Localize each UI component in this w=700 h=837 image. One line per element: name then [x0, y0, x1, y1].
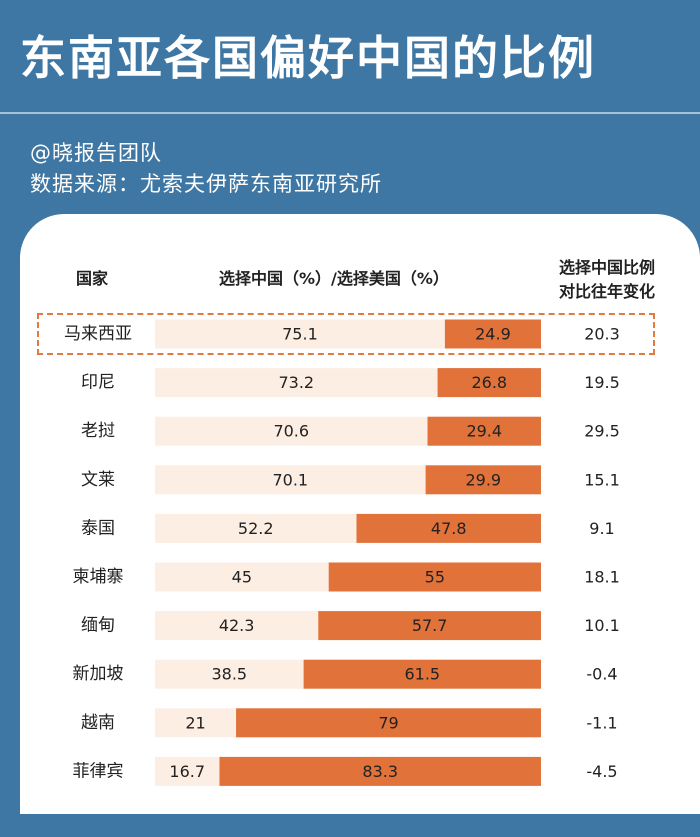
country-label: 印尼	[81, 373, 115, 393]
bar-china	[155, 659, 304, 689]
bar-china	[155, 708, 237, 738]
usa-value-label: 61.5	[404, 665, 440, 684]
change-value-label: 20.3	[584, 325, 620, 344]
usa-value-label: 26.8	[471, 373, 507, 392]
bar-usa	[425, 465, 541, 495]
bar-usa	[444, 319, 541, 349]
country-label: 泰国	[81, 518, 115, 538]
change-value-label: -1.1	[586, 713, 617, 732]
change-value-label: 18.1	[584, 568, 620, 587]
change-value-label: 10.1	[584, 616, 620, 635]
china-value-label: 38.5	[211, 665, 247, 684]
bar-china	[155, 319, 445, 349]
bar-usa	[427, 416, 541, 446]
bar-usa	[219, 756, 541, 786]
country-label: 文莱	[81, 470, 115, 490]
china-value-label: 52.2	[238, 519, 274, 538]
country-label: 柬埔寨	[73, 567, 124, 587]
country-label: 新加坡	[73, 664, 124, 684]
bar-usa	[328, 562, 541, 592]
change-value-label: -4.5	[586, 762, 617, 781]
bar-usa	[303, 659, 541, 689]
usa-value-label: 55	[425, 568, 445, 587]
china-value-label: 42.3	[219, 616, 255, 635]
bar-usa	[318, 611, 541, 641]
page-title: 东南亚各国偏好中国的比例	[20, 31, 596, 85]
bar-china	[155, 611, 319, 641]
country-label: 老挝	[81, 421, 115, 441]
source-label: 数据来源：尤索夫伊萨东南亚研究所	[30, 172, 382, 196]
country-label: 缅甸	[81, 616, 115, 636]
column-header-ratio: 选择中国（%）/选择美国（%）	[219, 269, 449, 288]
author-label: @晓报告团队	[30, 141, 162, 165]
china-value-label: 16.7	[169, 762, 205, 781]
column-header-change-line1: 选择中国比例	[558, 258, 655, 277]
column-header-country: 国家	[76, 269, 109, 288]
china-value-label: 45	[232, 568, 252, 587]
usa-value-label: 29.9	[465, 470, 501, 489]
china-value-label: 75.1	[282, 325, 318, 344]
china-value-label: 21	[185, 713, 205, 732]
bar-china	[155, 465, 426, 495]
country-label: 越南	[81, 713, 115, 733]
usa-value-label: 57.7	[412, 616, 448, 635]
usa-value-label: 24.9	[475, 325, 511, 344]
bar-china	[155, 756, 220, 786]
country-label: 菲律宾	[73, 761, 124, 781]
usa-value-label: 47.8	[431, 519, 467, 538]
china-value-label: 70.6	[273, 422, 309, 441]
change-value-label: 29.5	[584, 422, 620, 441]
highlight-box	[37, 313, 655, 355]
change-value-label: 19.5	[584, 373, 620, 392]
change-value-label: 9.1	[589, 519, 614, 538]
bar-china	[155, 513, 357, 543]
bar-usa	[356, 513, 541, 543]
bar-china	[155, 368, 438, 398]
title-divider	[0, 112, 700, 114]
change-value-label: -0.4	[586, 665, 617, 684]
usa-value-label: 79	[378, 713, 398, 732]
bar-china	[155, 416, 428, 446]
usa-value-label: 29.4	[466, 422, 502, 441]
change-value-label: 15.1	[584, 470, 620, 489]
bar-usa	[437, 368, 541, 398]
bar-china	[155, 562, 329, 592]
china-value-label: 73.2	[278, 373, 314, 392]
bar-usa	[236, 708, 541, 738]
country-label: 马来西亚	[64, 324, 132, 344]
column-header-change-line2: 对比往年变化	[558, 282, 655, 301]
column-header-change: 选择中国比例 对比往年变化	[532, 256, 682, 304]
usa-value-label: 83.3	[362, 762, 398, 781]
china-value-label: 70.1	[272, 470, 308, 489]
